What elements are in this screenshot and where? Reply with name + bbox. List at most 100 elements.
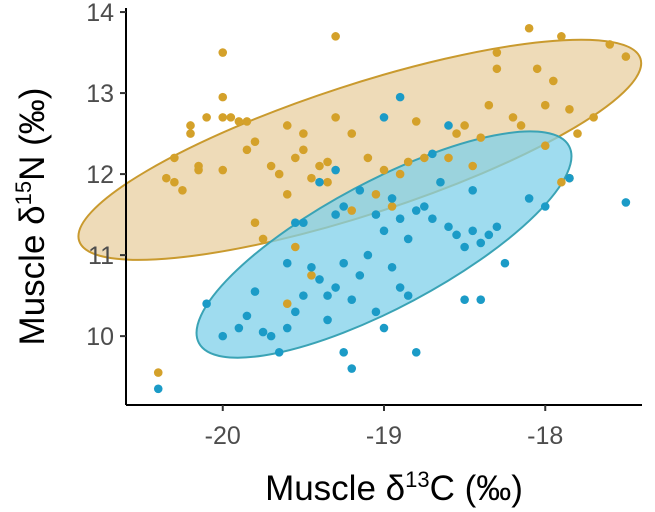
series-1-point (307, 271, 316, 280)
series-2-point (387, 194, 397, 203)
series-1-point (282, 299, 292, 309)
series-2-point (355, 271, 365, 280)
series-1-point (226, 113, 236, 122)
series-1-point (178, 185, 187, 195)
series-1-point (315, 161, 324, 171)
series-1-point (589, 113, 598, 122)
series-1-point (540, 100, 550, 110)
series-2-point (411, 206, 421, 215)
series-2-point (258, 327, 268, 337)
series-2-point (484, 230, 494, 240)
series-1-point (299, 145, 308, 155)
series-2-point (315, 177, 324, 187)
series-2-point (331, 210, 340, 219)
series-2-point (379, 323, 389, 333)
x-axis-title: Muscle δ13C (‰) (265, 467, 523, 508)
series-1-point (420, 153, 429, 163)
x-axis-title-suffix: C (‰) (430, 469, 523, 508)
series-1-point (565, 104, 574, 114)
y-tick-label: 10 (86, 323, 114, 351)
series-2-point (339, 348, 348, 357)
series-2-point (379, 113, 389, 122)
series-2-point (315, 275, 324, 284)
series-2-point (420, 202, 429, 211)
series-2-point (250, 287, 260, 296)
series-1-point (468, 161, 477, 171)
series-1-point (186, 121, 195, 130)
series-2-point (395, 214, 405, 223)
series-2-point (242, 311, 252, 321)
series-2-point (347, 364, 357, 373)
series-1-point (282, 190, 292, 199)
series-1-point (242, 145, 252, 155)
series-2-point (444, 121, 453, 130)
series-2-point (291, 307, 300, 317)
series-1-point (387, 202, 397, 211)
series-1-point (170, 177, 179, 187)
series-2-point (403, 234, 413, 244)
series-1-point (291, 242, 300, 252)
series-1-point (516, 121, 526, 130)
series-1-point (476, 133, 486, 142)
series-1-point (331, 32, 340, 41)
x-axis-title-sup: 13 (405, 467, 429, 492)
series-1-point (266, 161, 276, 171)
series-1-point (331, 113, 340, 122)
series-2-point (331, 165, 340, 175)
series-1-point (202, 113, 211, 122)
series-1-point (492, 64, 502, 74)
series-2-point (460, 295, 469, 304)
series-2-point (371, 210, 381, 219)
series-1-point (218, 113, 228, 122)
series-2-point (323, 291, 332, 300)
series-2-point (371, 307, 381, 317)
ticks: -20 -19 -18 10 11 12 13 14 (86, 0, 563, 450)
series-2-point (339, 258, 348, 268)
series-1-point (557, 177, 566, 187)
series-1-point (444, 153, 453, 163)
series-1-point (291, 153, 300, 163)
series-1-point (153, 368, 163, 377)
series-1-point (250, 137, 260, 146)
series-2-point (565, 173, 574, 183)
series-2-point (395, 283, 405, 292)
series-2-point (202, 299, 211, 309)
series-2-point (323, 315, 332, 325)
series-2-point (282, 323, 292, 333)
series-1-point (549, 76, 558, 86)
series-1-point (379, 165, 389, 175)
series-2-point (460, 242, 469, 252)
series-1-point (403, 157, 413, 167)
y-tick-label: 12 (86, 161, 114, 189)
series-2-point (266, 331, 276, 341)
series-2-point (387, 262, 397, 272)
series-2-point (299, 218, 308, 228)
series-1-point (411, 117, 421, 126)
series-1-point (605, 40, 615, 49)
series-2-point (379, 226, 389, 236)
series-2-point (540, 202, 550, 211)
series-1-point (573, 129, 582, 138)
series-2-point (307, 262, 316, 272)
series-2-point (468, 185, 477, 195)
y-axis-title-suffix: N (‰) (13, 88, 52, 181)
series-1-point (540, 141, 550, 151)
series-2-point (621, 198, 631, 207)
series-2-point (476, 238, 486, 248)
series-2-point (500, 258, 510, 268)
plot-area (77, 23, 643, 394)
series-2-point (428, 214, 437, 223)
series-2-point (282, 258, 292, 268)
series-1-point (258, 234, 268, 244)
series-2-point (436, 177, 445, 187)
series-1-point (347, 129, 357, 138)
series-2-point (452, 230, 461, 240)
series-1-point (395, 169, 405, 179)
series-1-point (621, 52, 631, 61)
series-1-point (274, 169, 284, 179)
series-2-point (468, 226, 477, 236)
series-2-point (347, 295, 357, 304)
series-1-point (218, 48, 228, 57)
series-1-point (484, 100, 494, 110)
series-1-point (194, 165, 203, 175)
